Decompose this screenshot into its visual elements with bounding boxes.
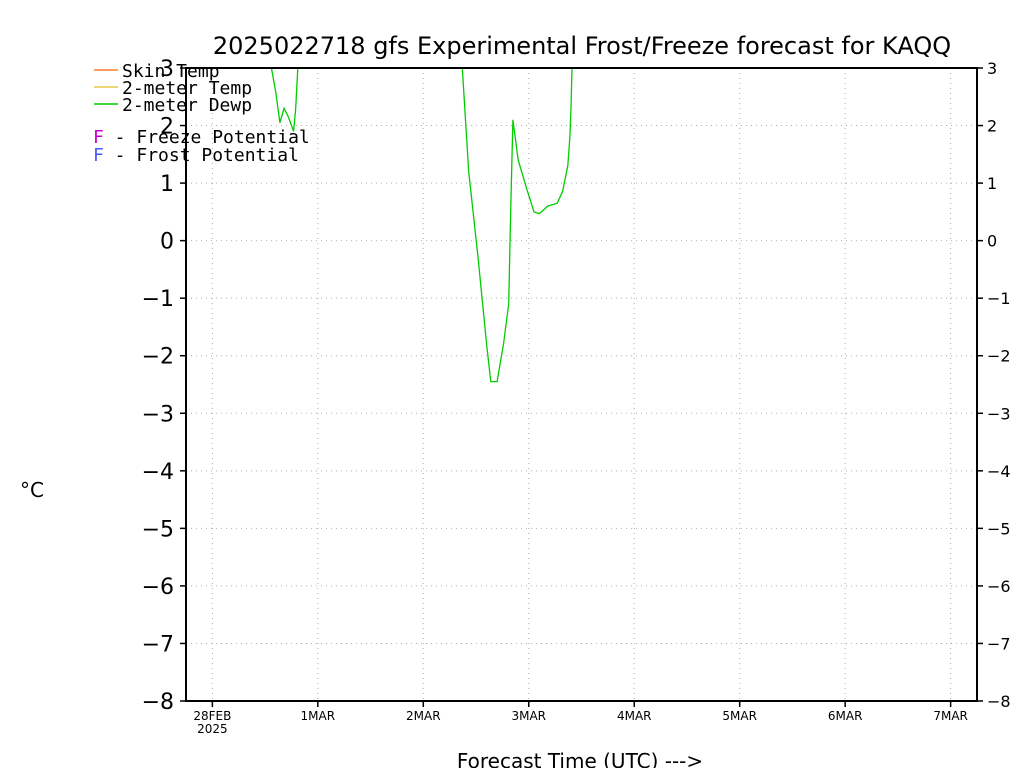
y-tick-label-right: −5: [987, 519, 1011, 538]
potential-symbol: F: [93, 127, 104, 148]
y-tick-label: −2: [142, 345, 174, 370]
series-layer: [270, 68, 573, 383]
potential-legend-entry: F - Frost Potential: [93, 145, 299, 166]
y-tick-label-right: 1: [987, 174, 997, 193]
potential-legend-entry: F - Freeze Potential: [93, 127, 310, 148]
y-tick-label: −7: [142, 632, 174, 657]
axis-ticks: 3 3 2 2 1 1 0 0 −1 −1 −2 −2 −3 −3 −4 −4 −5 −5 −6 −6 −7 −7 −8 −8…: [142, 57, 1011, 736]
x-tick-label: 2MAR: [406, 709, 441, 723]
y-tick-label-right: −3: [987, 404, 1011, 423]
y-tick-label: −6: [142, 575, 174, 600]
y-tick-label-right: −4: [987, 462, 1011, 481]
y-tick-label-right: 3: [987, 59, 997, 78]
potential-label: - Freeze Potential: [104, 127, 310, 148]
x-tick-label: 7MAR: [933, 709, 968, 723]
y-tick-label: 2: [160, 115, 174, 140]
plot-frame: [185, 67, 978, 702]
y-tick-label: −4: [142, 460, 174, 485]
chart-title: 2025022718 gfs Experimental Frost/Freeze…: [213, 32, 951, 60]
legend-entry: 2-meter Dewp: [122, 95, 252, 116]
series-dewp-line: [270, 68, 299, 132]
x-tick-sublabel: 2025: [197, 722, 228, 736]
x-tick-label: 6MAR: [828, 709, 863, 723]
series-dewp-line: [461, 68, 573, 383]
x-tick-label: 4MAR: [617, 709, 652, 723]
x-tick-label: 3MAR: [511, 709, 546, 723]
potential-symbol: F: [93, 145, 104, 166]
y-tick-label: −5: [142, 517, 174, 542]
y-tick-label-right: 2: [987, 117, 997, 136]
y-tick-label-right: −1: [987, 289, 1011, 308]
y-tick-label-right: −8: [987, 692, 1011, 711]
x-axis-label: Forecast Time (UTC) --->: [457, 749, 703, 768]
y-tick-label: 0: [160, 230, 174, 255]
y-axis-label: °C: [20, 478, 44, 502]
y-tick-label: 1: [160, 172, 174, 197]
grid: [186, 68, 977, 701]
legend-entry: 2-meter Temp: [122, 78, 252, 99]
y-tick-label: −8: [142, 690, 174, 715]
legend-entry: Skin Temp: [122, 61, 220, 82]
y-tick-label-right: −2: [987, 347, 1011, 366]
y-tick-label-right: −7: [987, 634, 1011, 653]
x-tick-label: 1MAR: [301, 709, 336, 723]
x-tick-label: 28FEB: [193, 709, 231, 723]
potential-label: - Frost Potential: [104, 145, 299, 166]
x-tick-label: 5MAR: [722, 709, 757, 723]
y-tick-label: −3: [142, 402, 174, 427]
y-tick-label-right: 0: [987, 232, 997, 251]
y-tick-label: 3: [160, 57, 174, 82]
y-tick-label: −1: [142, 287, 174, 312]
y-tick-label-right: −6: [987, 577, 1011, 596]
